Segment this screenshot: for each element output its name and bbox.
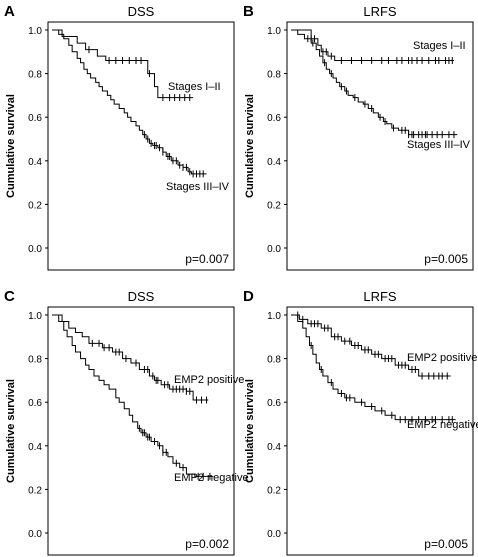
y-tick-label: 0.8 bbox=[267, 355, 281, 366]
series-lower bbox=[291, 314, 456, 424]
y-tick-label: 0.8 bbox=[267, 70, 281, 81]
y-tick-label: 0.6 bbox=[267, 398, 281, 409]
y-tick-label: 0.2 bbox=[267, 485, 281, 496]
survival-step-line bbox=[52, 29, 207, 175]
panel-d: D LRFS Cumulative survival 0.0 0.2 0.4 0.6 0.8 1… bbox=[243, 288, 478, 556]
y-tick-label: 0.4 bbox=[28, 157, 42, 168]
y-tick-label: 0.4 bbox=[28, 442, 42, 453]
series-upper bbox=[52, 314, 209, 404]
survival-step-line bbox=[52, 314, 209, 401]
y-tick-label: 0.6 bbox=[28, 398, 42, 409]
y-tick-label: 0.6 bbox=[28, 113, 42, 124]
y-axis-label: Cumulative survival bbox=[5, 379, 17, 483]
p-value-label: p=0.002 bbox=[185, 537, 229, 551]
y-axis-label: Cumulative survival bbox=[244, 94, 256, 198]
y-tick-label: 0.2 bbox=[267, 200, 281, 211]
series-annotation: Stages I–II bbox=[413, 40, 466, 52]
chart-title: LRFS bbox=[363, 4, 397, 19]
y-tick-label: 0.4 bbox=[267, 442, 281, 453]
panel-b: B LRFS Cumulative survival 0.0 0.2 0.4 0.6 0.8 1… bbox=[243, 3, 474, 271]
series-annotation: EMP2 positive bbox=[407, 352, 477, 364]
y-tick-label: 0.6 bbox=[267, 113, 281, 124]
y-tick-label: 0.0 bbox=[267, 244, 281, 255]
series-annotation: EMP2 negative bbox=[407, 419, 478, 431]
panel-letter: B bbox=[243, 3, 254, 20]
series-lower bbox=[52, 29, 207, 178]
y-tick-label: 1.0 bbox=[28, 311, 42, 322]
series-upper bbox=[52, 29, 194, 102]
series-annotation: Stages I–II bbox=[168, 81, 221, 93]
plot-frame bbox=[47, 306, 235, 556]
y-axis-label: Cumulative survival bbox=[5, 94, 17, 198]
y-tick-label: 0.0 bbox=[28, 244, 42, 255]
series-lower bbox=[52, 314, 214, 480]
series-annotation: Stages III–IV bbox=[407, 139, 471, 151]
p-value-label: p=0.005 bbox=[424, 252, 468, 266]
y-tick-label: 0.8 bbox=[28, 70, 42, 81]
y-tick-label: 1.0 bbox=[267, 311, 281, 322]
panel-letter: A bbox=[4, 3, 15, 20]
y-tick-label: 0.2 bbox=[28, 485, 42, 496]
plot-frame bbox=[286, 21, 474, 271]
series-annotation: EMP2 negative bbox=[174, 472, 249, 484]
chart-title: DSS bbox=[128, 289, 155, 304]
panel-letter: D bbox=[243, 288, 254, 305]
p-value-label: p=0.005 bbox=[424, 537, 468, 551]
panel-a: A DSS Cumulative survival 0.0 0.2 0.4 0.6 0.8 1.… bbox=[4, 3, 235, 271]
y-tick-label: 0.0 bbox=[28, 529, 42, 540]
y-tick-label: 0.8 bbox=[28, 355, 42, 366]
plot-frame bbox=[47, 21, 235, 271]
chart-title: LRFS bbox=[363, 289, 397, 304]
survival-step-line bbox=[291, 314, 456, 421]
y-tick-label: 1.0 bbox=[28, 26, 42, 37]
panel-c: C DSS Cumulative survival 0.0 0.2 0.4 0.6 0.8 1.… bbox=[4, 288, 249, 556]
series-annotation: EMP2 positive bbox=[174, 374, 244, 386]
survival-step-line bbox=[52, 29, 194, 99]
y-axis-label: Cumulative survival bbox=[244, 379, 256, 483]
y-tick-label: 1.0 bbox=[267, 26, 281, 37]
series-lower bbox=[291, 29, 458, 139]
series-annotation: Stages III–IV bbox=[166, 181, 230, 193]
y-tick-label: 0.4 bbox=[267, 157, 281, 168]
p-value-label: p=0.007 bbox=[185, 252, 229, 266]
y-tick-label: 0.0 bbox=[267, 529, 281, 540]
series-upper bbox=[291, 311, 451, 380]
chart-title: DSS bbox=[128, 4, 155, 19]
panel-letter: C bbox=[4, 288, 15, 305]
y-tick-label: 0.2 bbox=[28, 200, 42, 211]
survival-step-line bbox=[291, 314, 451, 377]
plot-frame bbox=[286, 306, 474, 556]
survival-step-line bbox=[52, 314, 214, 477]
